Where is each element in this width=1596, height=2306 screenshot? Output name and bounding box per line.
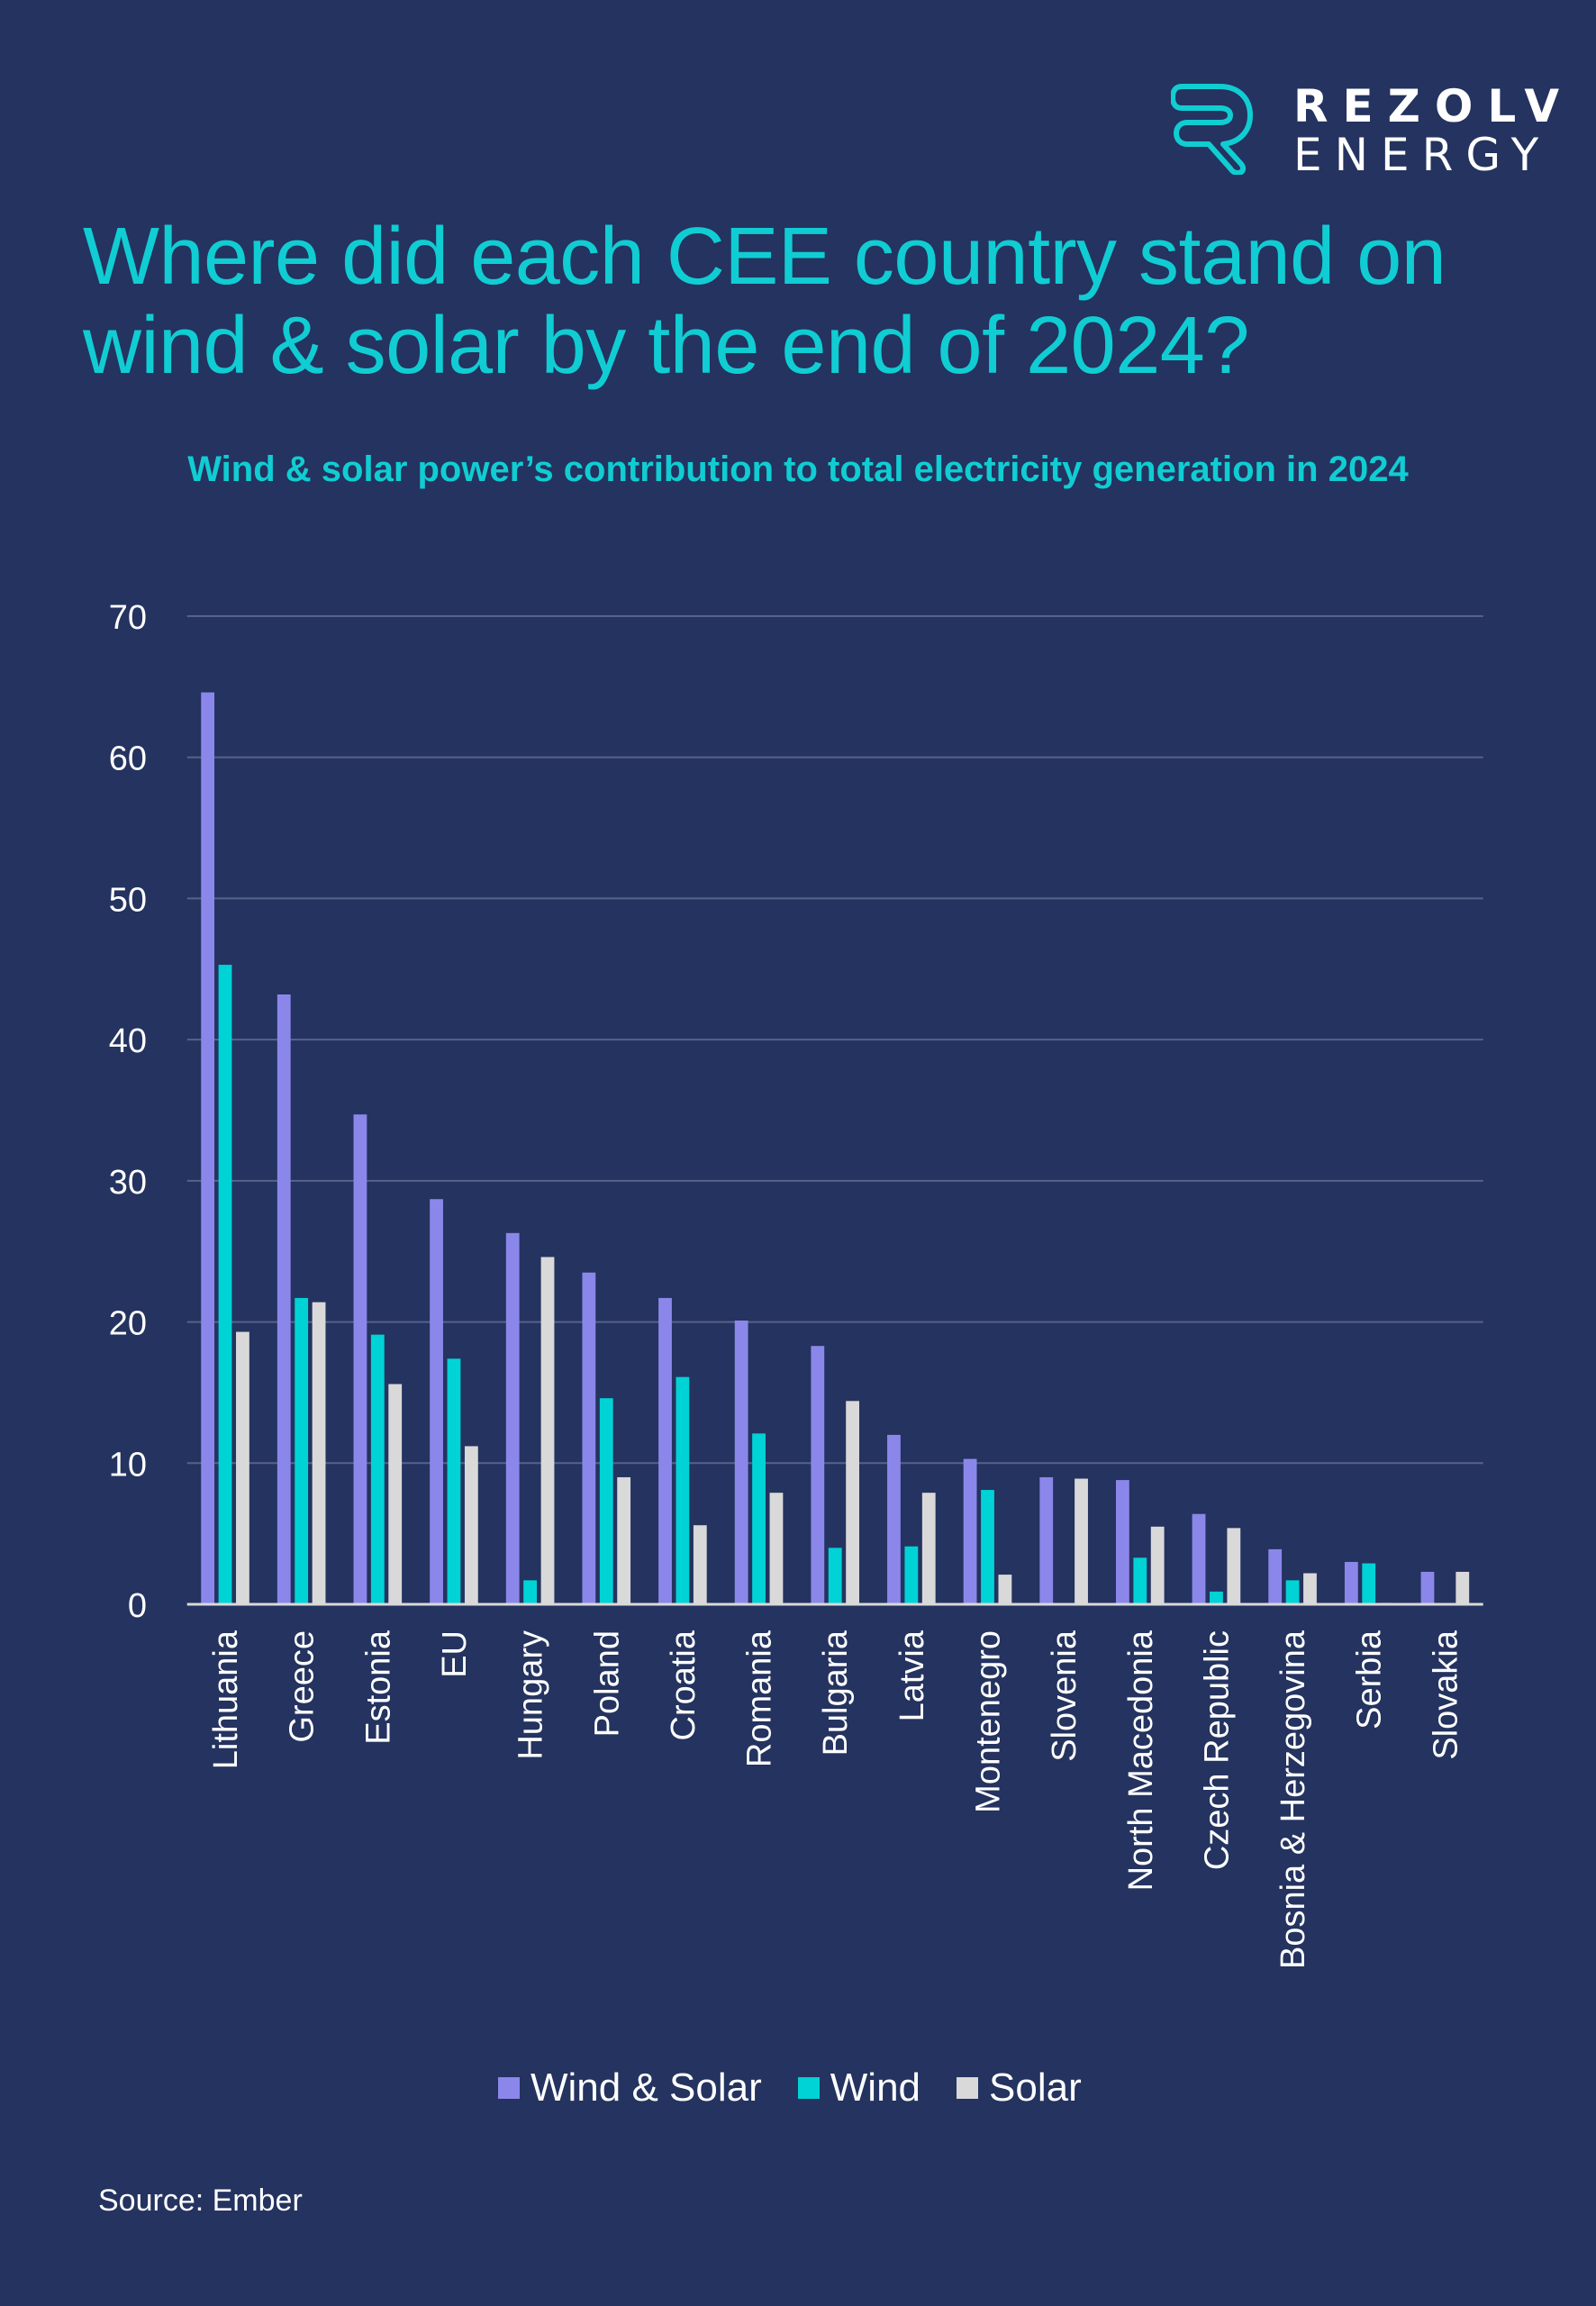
bar-wind-solar-lithuania: [201, 692, 215, 1604]
x-tick-label: Romania: [741, 1630, 779, 1767]
bar-solar-slovenia: [1075, 1478, 1088, 1604]
x-tick-label: Slovakia: [1427, 1630, 1465, 1759]
bar-wind-solar-serbia: [1344, 1561, 1358, 1604]
bar-wind-eu: [447, 1358, 461, 1604]
x-tick-label: Hungary: [512, 1630, 550, 1760]
bar-solar-montenegro: [998, 1575, 1012, 1604]
bar-solar-greece: [312, 1302, 326, 1604]
bar-wind-bulgaria: [828, 1548, 842, 1604]
legend-label: Wind: [830, 2065, 921, 2110]
y-tick-label: 40: [109, 1022, 147, 1060]
bar-wind-bosnia-herzegovina: [1285, 1580, 1300, 1604]
bars: [201, 692, 1470, 1604]
bar-wind-czech-republic: [1210, 1591, 1223, 1604]
bar-wind-romania: [752, 1433, 766, 1604]
bar-wind-solar-greece: [277, 994, 291, 1604]
y-tick-label: 50: [109, 881, 147, 919]
bar-wind-north-macedonia: [1133, 1557, 1147, 1604]
x-tick-label: Serbia: [1351, 1630, 1389, 1730]
r-outline-logo-icon: [1171, 84, 1253, 175]
bar-solar-romania: [769, 1493, 784, 1604]
bar-wind-solar-croatia: [658, 1297, 672, 1604]
bar-solar-slovakia: [1455, 1571, 1470, 1604]
page-title: Where did each CEE country stand on wind…: [83, 212, 1446, 391]
bar-wind-solar-montenegro: [963, 1458, 977, 1604]
source-note: Source: Ember: [98, 2183, 303, 2218]
bar-wind-greece: [295, 1297, 309, 1604]
logo-wordmark-energy: ENERGY: [1293, 129, 1552, 181]
bar-solar-lithuania: [236, 1331, 249, 1604]
x-tick-label: EU: [436, 1630, 474, 1678]
legend-swatch-wind: [797, 2077, 820, 2099]
y-tick-label: 60: [109, 740, 147, 778]
bar-solar-bosnia-herzegovina: [1303, 1573, 1317, 1604]
gridlines: [186, 615, 1483, 1465]
bar-wind-solar-slovenia: [1039, 1476, 1054, 1604]
bar-wind-hungary: [523, 1580, 538, 1604]
x-tick-label: Montenegro: [969, 1630, 1007, 1813]
legend-label: Solar: [989, 2065, 1082, 2110]
chart-title: Wind & solar power’s contribution to tot…: [187, 449, 1409, 489]
x-tick-label: Estonia: [359, 1630, 397, 1745]
legend-label: Wind & Solar: [530, 2065, 762, 2110]
x-tick-label: Bulgaria: [817, 1630, 855, 1756]
y-tick-label: 20: [109, 1305, 147, 1343]
legend-item-wind-and-solar: Wind & Solar: [498, 2065, 762, 2111]
bar-solar-bulgaria: [846, 1401, 859, 1604]
x-tick-label: Latvia: [893, 1630, 931, 1721]
bar-solar-hungary: [540, 1257, 555, 1604]
bar-wind-solar-bosnia-herzegovina: [1268, 1548, 1283, 1604]
legend-swatch-solar: [957, 2077, 979, 2099]
x-tick-label: Bosnia & Herzegovina: [1274, 1630, 1312, 1969]
bar-solar-poland: [617, 1476, 631, 1604]
y-axis-ticks: 0 10 20 30 40 50 60 70: [109, 599, 147, 1625]
x-tick-label: Lithuania: [207, 1630, 245, 1769]
legend-swatch-wind-and-solar: [498, 2077, 520, 2099]
bar-wind-solar-poland: [582, 1272, 596, 1604]
x-axis-labels: Lithuania Greece Estonia EU Hungary Poland Cro…: [207, 1630, 1465, 1969]
x-tick-label: North Macedonia: [1122, 1630, 1160, 1891]
bar-wind-solar-romania: [734, 1321, 748, 1604]
bar-wind-estonia: [370, 1334, 385, 1604]
bar-wind-solar-north-macedonia: [1115, 1480, 1129, 1604]
legend-item-solar: Solar: [957, 2065, 1082, 2111]
bar-solar-estonia: [388, 1384, 403, 1604]
bar-solar-eu: [464, 1446, 478, 1604]
bar-wind-poland: [599, 1398, 613, 1604]
bar-wind-croatia: [676, 1376, 690, 1604]
bar-wind-montenegro: [981, 1490, 994, 1604]
x-tick-label: Slovenia: [1046, 1630, 1084, 1762]
brand-logo: REZOLV ENERGY: [1171, 79, 1559, 181]
logo-wordmark-rezolv: REZOLV: [1293, 80, 1574, 132]
x-tick-label: Croatia: [665, 1630, 703, 1740]
y-tick-label: 0: [128, 1587, 147, 1625]
bar-solar-north-macedonia: [1150, 1526, 1165, 1604]
bar-solar-latvia: [921, 1493, 936, 1604]
x-tick-label: Greece: [284, 1630, 322, 1743]
y-tick-label: 70: [109, 599, 147, 637]
bar-wind-solar-eu: [430, 1199, 443, 1604]
y-tick-label: 30: [109, 1164, 147, 1202]
legend-item-wind: Wind: [797, 2065, 921, 2111]
bar-wind-solar-slovakia: [1420, 1571, 1435, 1604]
bar-wind-solar-latvia: [887, 1434, 901, 1604]
bar-solar-croatia: [693, 1525, 707, 1604]
bar-wind-serbia: [1362, 1563, 1376, 1604]
bar-wind-latvia: [904, 1546, 919, 1604]
y-tick-label: 10: [109, 1446, 147, 1484]
bar-wind-solar-hungary: [505, 1232, 520, 1604]
legend: Wind & Solar Wind Solar: [498, 2063, 1118, 2113]
x-tick-label: Czech Republic: [1198, 1630, 1236, 1870]
bar-wind-lithuania: [218, 965, 232, 1604]
bar-solar-czech-republic: [1227, 1528, 1241, 1604]
x-tick-label: Poland: [588, 1630, 626, 1737]
bar-wind-solar-czech-republic: [1192, 1513, 1206, 1604]
bar-wind-solar-bulgaria: [811, 1346, 825, 1604]
bar-wind-solar-estonia: [353, 1114, 367, 1604]
